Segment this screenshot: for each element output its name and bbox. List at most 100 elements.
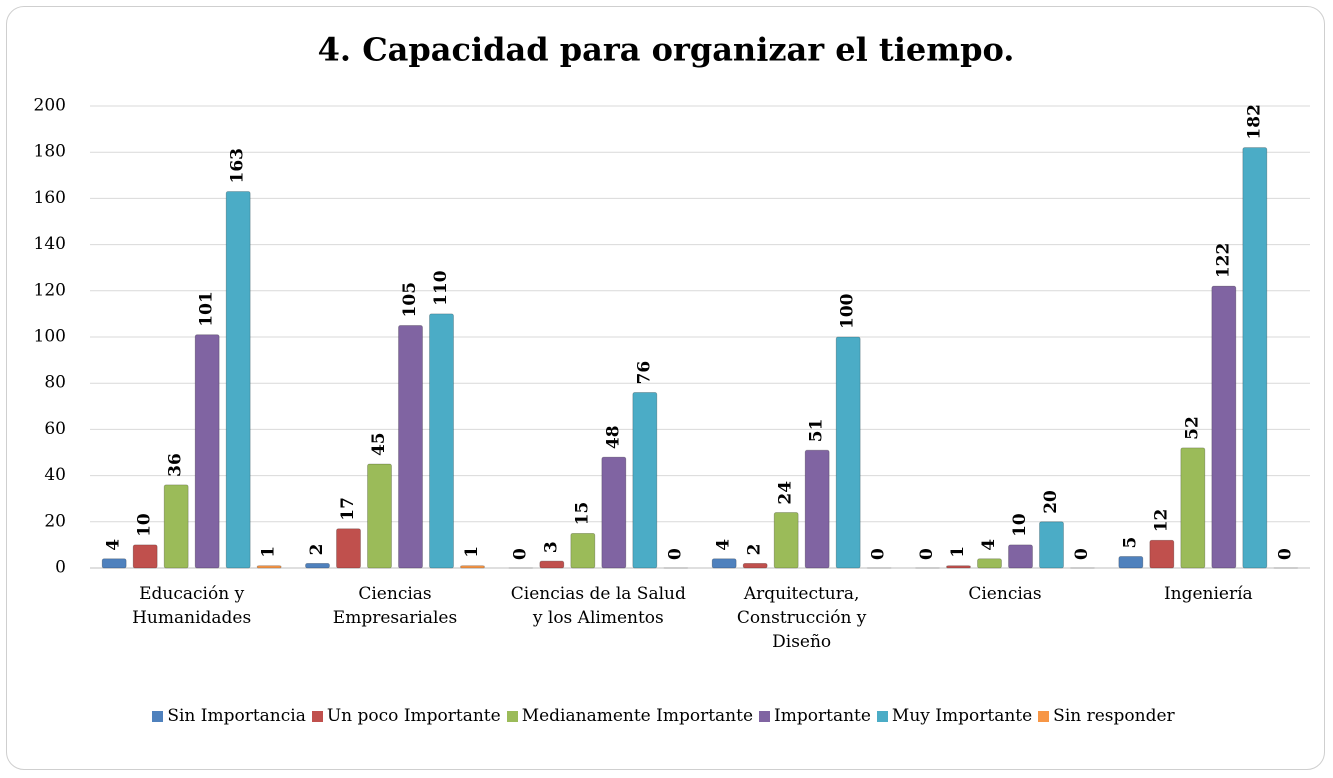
- y-tick-label: 20: [44, 511, 66, 531]
- legend-item: Importante: [759, 706, 871, 726]
- x-tick-label-box: Ingeniería: [1163, 584, 1253, 604]
- data-label: 4: [979, 539, 999, 551]
- data-label: 2: [745, 544, 765, 556]
- data-label: 1: [462, 546, 482, 558]
- data-label: 100: [838, 293, 858, 329]
- bar: [835, 336, 861, 569]
- data-label: 101: [197, 291, 217, 327]
- data-label: 17: [338, 497, 358, 521]
- legend-item: Un poco Importante: [311, 706, 501, 726]
- y-tick-label: 140: [34, 234, 66, 254]
- bar: [977, 558, 1002, 569]
- data-label: 1: [948, 546, 968, 558]
- x-tick-label-box: Educación y Humanidades: [132, 584, 252, 628]
- legend-swatch: [311, 710, 323, 722]
- legend-item: Sin responder: [1038, 706, 1175, 726]
- bar: [946, 565, 971, 569]
- y-tick-label: 160: [34, 188, 66, 208]
- y-tick-label: 40: [44, 465, 66, 485]
- bar: [773, 512, 799, 569]
- data-label: 3: [541, 541, 561, 553]
- legend-label: Un poco Importante: [326, 706, 501, 726]
- chart-frame: [6, 6, 1325, 770]
- bar: [601, 456, 627, 569]
- legend-swatch: [1038, 710, 1050, 722]
- bar: [570, 532, 596, 569]
- data-label: 0: [1072, 548, 1092, 560]
- bar: [632, 392, 658, 569]
- data-label: 0: [665, 548, 685, 560]
- legend-label: Importante: [774, 706, 871, 726]
- data-label: 4: [104, 539, 124, 551]
- legend: Sin Importancia Un poco Importante Mediana…: [0, 706, 1333, 726]
- data-label: 76: [634, 361, 654, 385]
- bar: [429, 313, 454, 569]
- x-tick-label: Educación y Humanidades: [132, 584, 252, 628]
- data-label: 110: [431, 270, 451, 306]
- legend-label: Sin Importancia: [167, 706, 306, 726]
- bar: [398, 325, 423, 569]
- data-label: 0: [869, 548, 889, 560]
- bar: [256, 565, 282, 569]
- data-label: 10: [135, 513, 155, 537]
- data-label: 182: [1244, 104, 1264, 140]
- data-label: 15: [572, 502, 592, 526]
- bar: [1149, 539, 1175, 569]
- bar: [1118, 556, 1144, 569]
- bar: [804, 449, 830, 569]
- data-label: 45: [369, 432, 389, 456]
- x-tick-label: Arquitectura, Construcción y Diseño: [736, 584, 867, 652]
- data-label: 51: [807, 419, 827, 443]
- data-label: 1: [259, 546, 279, 558]
- x-tick-label: Ingeniería: [1163, 584, 1253, 604]
- y-tick-label: 0: [55, 558, 66, 578]
- bar: [336, 528, 361, 569]
- data-label: 4: [714, 539, 734, 551]
- chart-title: 4. Capacidad para organizar el tiempo.: [318, 31, 1015, 69]
- bar: [305, 562, 330, 569]
- bar: [460, 565, 485, 569]
- data-label: 163: [228, 148, 248, 184]
- bar: [1180, 447, 1206, 569]
- bar: [1039, 521, 1064, 569]
- data-label: 36: [166, 453, 186, 477]
- x-tick-label-box: Arquitectura, Construcción y Diseño: [736, 584, 867, 652]
- y-tick-label: 100: [34, 327, 66, 347]
- data-label: 0: [510, 548, 530, 560]
- legend-item: Muy Importante: [876, 706, 1033, 726]
- legend-item: Sin Importancia: [152, 706, 306, 726]
- y-tick-label: 120: [34, 280, 66, 300]
- x-tick-label: Ciencias: [968, 584, 1042, 604]
- legend-label: Muy Importante: [891, 706, 1033, 726]
- data-label: 12: [1151, 509, 1171, 533]
- legend-swatch: [152, 710, 164, 722]
- data-label: 10: [1010, 513, 1030, 537]
- legend-swatch: [876, 710, 888, 722]
- data-label: 20: [1041, 490, 1061, 514]
- legend-label: Sin responder: [1053, 706, 1175, 726]
- y-tick-label: 200: [34, 96, 66, 116]
- bar: [1211, 285, 1237, 569]
- bar: [101, 558, 127, 569]
- bar: [225, 191, 251, 569]
- y-tick-label: 60: [44, 419, 66, 439]
- x-tick-label-box: Ciencias de la Salud y los Alimentos: [511, 584, 686, 628]
- data-label: 122: [1213, 243, 1233, 279]
- legend-label: Medianamente Importante: [521, 706, 754, 726]
- legend-swatch: [759, 710, 771, 722]
- legend-swatch: [506, 710, 518, 722]
- x-tick-label-box: Ciencias: [968, 584, 1042, 604]
- bar: [132, 544, 158, 569]
- data-label: 52: [1182, 416, 1202, 440]
- bar: [367, 463, 392, 569]
- bar: [742, 562, 768, 569]
- data-label: 48: [603, 425, 623, 449]
- legend-item: Medianamente Importante: [506, 706, 754, 726]
- bar: [1242, 147, 1268, 569]
- y-tick-label: 180: [34, 142, 66, 162]
- data-label: 24: [776, 481, 796, 505]
- data-label: 5: [1120, 537, 1140, 549]
- bar: [194, 334, 220, 569]
- x-tick-label-box: Ciencias Empresariales: [333, 584, 457, 628]
